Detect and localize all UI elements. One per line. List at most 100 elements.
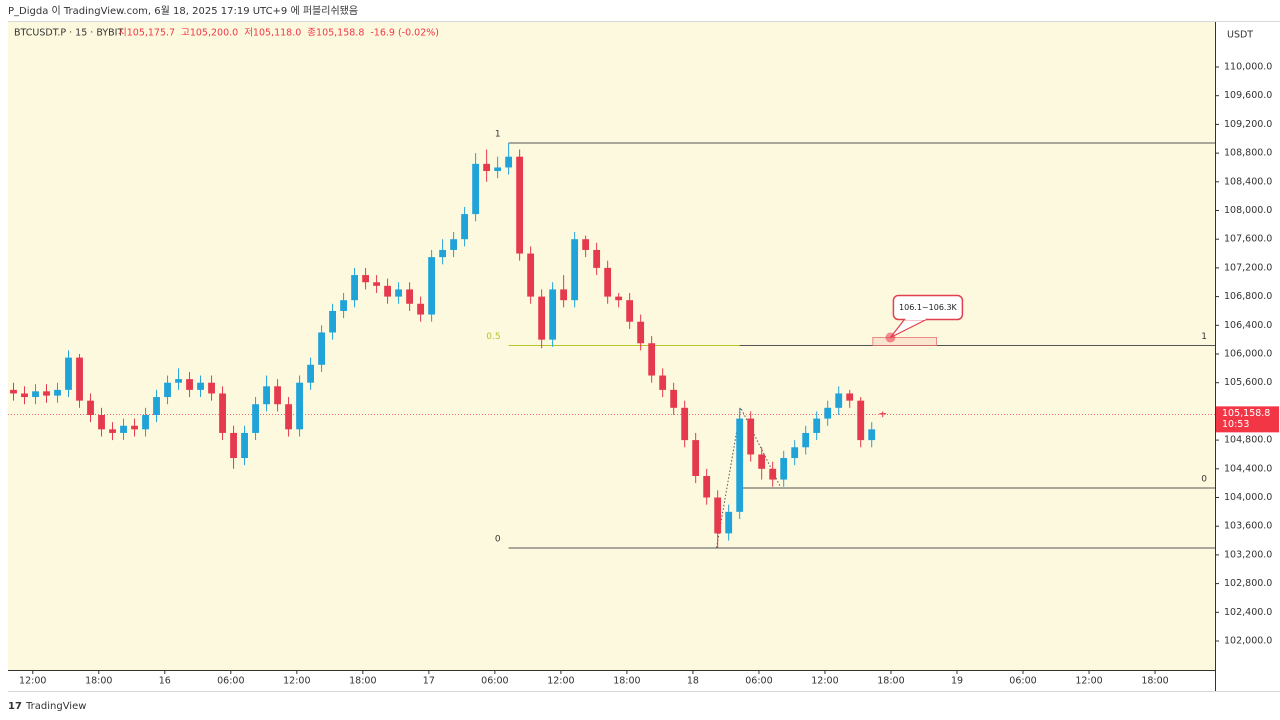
candle-body — [813, 418, 821, 433]
candle-body — [318, 332, 325, 365]
callout-anchor — [885, 332, 896, 343]
ohlc-value: -16.9 (-0.02%) — [370, 28, 439, 39]
y-tick-label: 107,200.0 — [1224, 262, 1272, 273]
fib-label: 1 — [1201, 332, 1207, 342]
candle-body — [32, 391, 39, 398]
x-tick-label: 12:00 — [547, 676, 574, 687]
candle-body — [340, 300, 347, 311]
candle-body — [791, 447, 799, 459]
candle-body — [142, 414, 149, 430]
logo-mark: 𝟭𝟳 — [8, 701, 22, 712]
x-tick-label: 18:00 — [613, 676, 640, 687]
candle-body — [549, 289, 557, 340]
ohlc-value: 종105,158.8 — [307, 28, 364, 39]
candle-body — [417, 303, 425, 315]
candle-body — [296, 382, 303, 430]
candle-body — [43, 391, 50, 396]
symbol: BTCUSDT.P · 15 · BYBIT — [14, 28, 123, 39]
ohlc-value: 고105,200.0 — [181, 28, 238, 39]
last-price-box — [1216, 406, 1279, 433]
candle-body — [879, 413, 887, 415]
candle-body — [76, 357, 83, 401]
y-tick-label: 104,800.0 — [1224, 435, 1272, 446]
x-tick-label: 17 — [423, 676, 435, 687]
y-tick-label: 105,600.0 — [1224, 377, 1272, 388]
y-tick-label: 104,400.0 — [1224, 463, 1272, 474]
fib-label: 1 — [495, 129, 501, 139]
candle-body — [241, 432, 248, 459]
candle-body — [505, 156, 513, 168]
y-tick-label: 102,000.0 — [1224, 636, 1272, 647]
candle-body — [197, 382, 204, 390]
brand: TradingView — [25, 701, 86, 712]
candle-body — [736, 418, 744, 512]
x-tick-label: 12:00 — [1075, 676, 1102, 687]
x-tick-label: 18:00 — [85, 676, 112, 687]
candle-body — [703, 475, 711, 498]
candle-body — [109, 429, 116, 433]
candle-body — [494, 167, 502, 172]
candle-body — [747, 418, 755, 455]
y-tick-label: 106,800.0 — [1224, 291, 1272, 302]
x-tick-label: 12:00 — [283, 676, 310, 687]
candle-body — [846, 393, 854, 401]
candle-body — [384, 285, 392, 297]
y-tick-label: 108,800.0 — [1224, 148, 1272, 159]
callout-box — [892, 294, 964, 321]
fib-label: 0.5 — [486, 332, 500, 342]
y-tick-label: 110,000.0 — [1224, 61, 1272, 72]
candle-body — [857, 400, 865, 441]
last-price-label: 105,158.8 — [1222, 408, 1270, 419]
candle-body — [835, 393, 843, 408]
candle-body — [637, 321, 645, 344]
candle-body — [285, 404, 292, 430]
candle-body — [868, 429, 876, 441]
candle-body — [164, 382, 171, 398]
candle-body — [560, 289, 568, 301]
currency: USDT — [1227, 30, 1253, 41]
callout-text: 106.1~106.3K — [899, 303, 958, 312]
x-tick-label: 06:00 — [1009, 676, 1036, 687]
fib-label: 0 — [495, 535, 501, 545]
candle-body — [527, 253, 535, 297]
x-tick-label: 06:00 — [745, 676, 772, 687]
candle-body — [659, 375, 667, 390]
candle-body — [780, 458, 788, 480]
candle-body — [670, 389, 678, 408]
candle-body — [439, 249, 447, 258]
fib-label: 0 — [1201, 475, 1207, 485]
publisher: P_Digda 이 TradingView.com, 6월 18, 2025 1… — [8, 5, 358, 17]
candle-body — [472, 163, 480, 215]
x-tick-label: 12:00 — [811, 676, 838, 687]
candle-body — [692, 440, 700, 476]
y-tick-label: 106,400.0 — [1224, 320, 1272, 331]
y-tick-label: 107,600.0 — [1224, 234, 1272, 245]
x-tick-label: 06:00 — [481, 676, 508, 687]
candle-body — [87, 400, 94, 415]
candle-body — [230, 432, 237, 459]
y-tick-label: 102,400.0 — [1224, 607, 1272, 618]
callout-cover — [905, 317, 926, 320]
candle-body — [604, 267, 612, 297]
y-tick-label: 103,200.0 — [1224, 549, 1272, 560]
candle-body — [274, 386, 281, 405]
y-tick-label: 104,000.0 — [1224, 492, 1272, 503]
candle-body — [681, 407, 689, 441]
candle-body — [769, 468, 777, 480]
x-tick-label: 19 — [951, 676, 963, 687]
x-tick-label: 18:00 — [349, 676, 376, 687]
candle-body — [582, 239, 590, 250]
candle-body — [98, 414, 105, 430]
candle-body — [54, 389, 61, 396]
ohlc-value: 시105,175.7 — [118, 28, 175, 39]
candle-body — [802, 432, 810, 448]
candle-body — [362, 275, 369, 283]
candle-body — [65, 357, 72, 390]
candle-body — [329, 310, 336, 333]
y-tick-label: 108,000.0 — [1224, 205, 1272, 216]
candle-body — [538, 296, 546, 340]
candle-body — [263, 386, 270, 405]
callout-zone — [872, 337, 938, 346]
candle-body — [648, 343, 656, 376]
y-tick-label: 109,200.0 — [1224, 119, 1272, 130]
